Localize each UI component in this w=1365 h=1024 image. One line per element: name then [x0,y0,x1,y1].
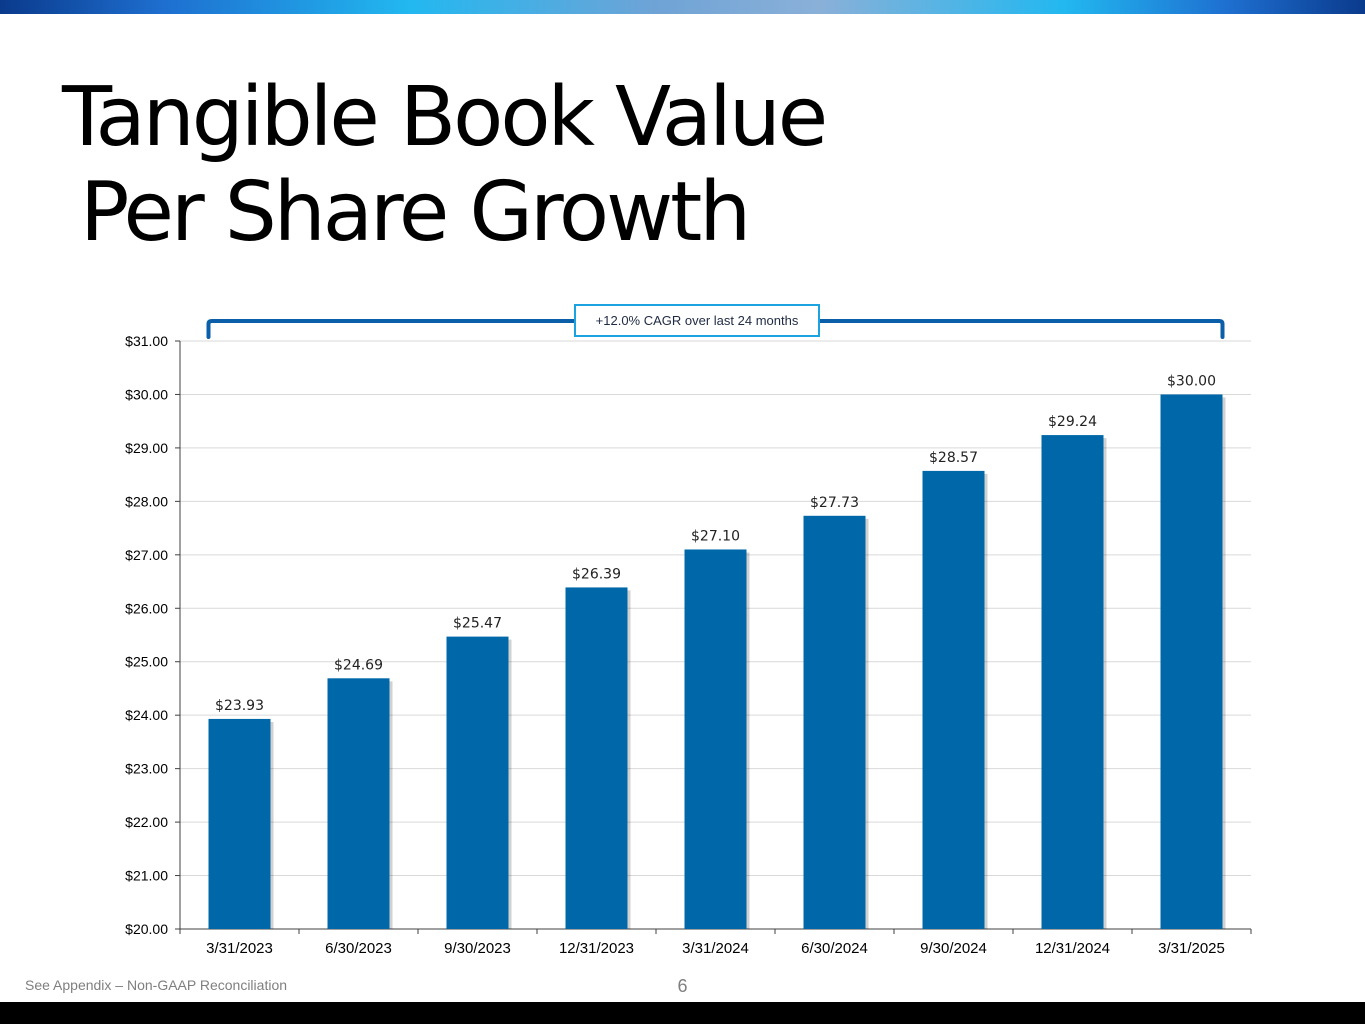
bar [803,515,866,929]
x-tick-label: 9/30/2023 [444,940,511,957]
tick-labels: $20.00 $21.00 $22.00 $23.00 $24.00 $25.00 $26.… [125,333,1225,957]
y-tick-label: $25.00 [125,654,168,670]
cagr-callout-text: +12.0% CAGR over last 24 months [596,313,799,328]
bar [446,636,509,929]
data-label: $25.47 [453,616,502,632]
x-tick-label: 3/31/2024 [682,940,749,957]
data-label: $29.24 [1048,414,1097,430]
bar [327,678,390,929]
bottom-black-bar [0,1002,1365,1024]
x-tick-label: 12/31/2024 [1035,940,1110,957]
y-tick-label: $23.00 [125,761,168,777]
data-labels: $23.93 $24.69 $25.47 $26.39 $27.10 $27.73 $28.… [215,373,1216,713]
x-tick-label: 6/30/2023 [325,940,392,957]
cagr-callout: +12.0% CAGR over last 24 months [206,304,1225,339]
y-tick-label: $21.00 [125,868,168,884]
y-tick-label: $22.00 [125,814,168,830]
data-label: $24.69 [334,657,383,673]
bar [1041,435,1104,929]
bar [208,718,271,929]
bars [208,394,1226,929]
data-label: $30.00 [1167,373,1216,389]
slide-title-line1: Tangible Book Value [62,70,828,165]
x-tick-label: 9/30/2024 [920,940,987,957]
bar [922,470,985,929]
y-tick-label: $29.00 [125,440,168,456]
y-tick-label: $26.00 [125,600,168,616]
data-label: $23.93 [215,698,264,714]
y-tick-label: $30.00 [125,386,168,402]
bar [565,587,628,929]
y-tick-label: $24.00 [125,707,168,723]
data-label: $28.57 [929,450,978,466]
x-tick-label: 3/31/2023 [206,940,273,957]
y-tick-label: $20.00 [125,921,168,937]
y-tick-label: $28.00 [125,493,168,509]
footnote: See Appendix – Non-GAAP Reconciliation [25,977,288,993]
bar-chart: $23.93 $24.69 $25.47 $26.39 $27.10 $27.73 $28.… [125,304,1252,957]
y-tick-label: $31.00 [125,333,168,349]
bar [684,549,747,929]
x-tick-label: 3/31/2025 [1158,940,1225,957]
slide-title: Tangible Book Value Per Share Growth [62,70,828,260]
data-label: $26.39 [572,566,621,582]
x-tick-label: 6/30/2024 [801,940,868,957]
x-tick-label: 12/31/2023 [559,940,634,957]
top-gradient-bar [0,0,1365,14]
slide-title-line2: Per Share Growth [80,165,751,260]
data-label: $27.10 [691,528,740,544]
cagr-callout-box [574,304,820,337]
page-number: 6 [677,976,688,996]
bar [1160,394,1223,929]
y-tick-label: $27.00 [125,547,168,563]
data-label: $27.73 [810,495,859,511]
